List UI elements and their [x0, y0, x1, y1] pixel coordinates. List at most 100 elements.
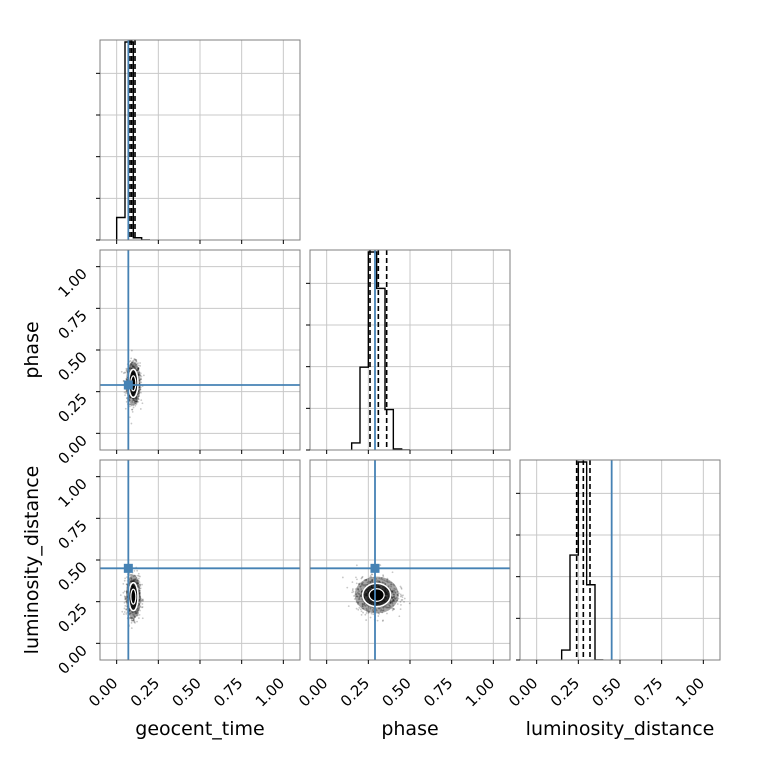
scatter-point: [367, 611, 370, 614]
scatter-point: [134, 621, 136, 624]
scatter-point: [138, 603, 140, 606]
scatter-point: [378, 581, 381, 583]
scatter-point: [136, 614, 139, 617]
scatter-point: [137, 612, 140, 614]
scatter-point: [140, 381, 143, 384]
x-tick-label-phase-2: 0.50: [378, 674, 414, 710]
scatter-point: [125, 368, 128, 371]
scatter-point: [396, 590, 399, 593]
scatter-point: [137, 373, 140, 376]
scatter-point: [382, 619, 384, 622]
scatter-point: [134, 400, 137, 403]
scatter-point: [391, 589, 394, 592]
scatter-point: [136, 580, 139, 582]
scatter-point: [382, 606, 385, 609]
scatter-point: [119, 594, 122, 596]
scatter-point: [136, 369, 139, 372]
scatter-point: [133, 579, 136, 582]
scatter-point: [133, 569, 136, 572]
scatter-point: [139, 595, 142, 598]
scatter-point: [133, 574, 136, 577]
scatter-point: [389, 601, 392, 604]
scatter-point: [396, 599, 398, 602]
scatter-point: [369, 580, 372, 583]
scatter-point: [138, 598, 141, 601]
x-tick-label-geocent_time-1: 0.25: [127, 674, 163, 710]
scatter-point: [133, 397, 135, 400]
scatter-point: [391, 596, 394, 599]
y-tick-label-luminosity_distance-0: 0.00: [54, 641, 90, 677]
x-tick-label-phase-4: 1.00: [462, 674, 498, 710]
scatter-point: [392, 583, 395, 586]
scatter-point: [123, 601, 126, 604]
scatter-point: [389, 602, 392, 605]
x-tick-label-phase-1: 0.25: [337, 674, 373, 710]
scatter-point: [130, 573, 132, 576]
x-tick-label-geocent_time-4: 1.00: [252, 674, 288, 710]
scatter-point: [371, 578, 374, 581]
scatter-point: [135, 609, 138, 612]
scatter-point: [124, 597, 127, 600]
scatter-point: [391, 607, 394, 610]
scatter-point: [129, 580, 132, 583]
scatter-point: [355, 593, 358, 595]
scatter-point: [133, 357, 136, 360]
scatter-point: [135, 361, 138, 363]
scatter-point: [130, 621, 133, 624]
scatter-point: [392, 593, 395, 595]
scatter-point: [139, 591, 141, 594]
scatter-point: [369, 581, 372, 584]
scatter-point: [136, 569, 139, 572]
scatter-point: [370, 612, 373, 615]
scatter-point: [358, 593, 361, 595]
scatter-point: [394, 597, 397, 600]
scatter-point: [139, 585, 142, 587]
scatter-point: [392, 598, 395, 601]
y-tick-label-phase-1: 0.25: [54, 390, 90, 426]
scatter-point: [129, 364, 132, 367]
scatter-point: [364, 583, 367, 586]
scatter-point: [369, 581, 372, 584]
scatter-point: [138, 595, 141, 597]
scatter-point: [130, 617, 133, 620]
scatter-point: [124, 577, 127, 580]
scatter-point: [355, 601, 358, 604]
scatter-point: [131, 619, 134, 622]
scatter-point: [130, 404, 133, 407]
scatter-point: [390, 585, 393, 588]
scatter-point: [131, 364, 134, 367]
scatter-point: [386, 606, 389, 609]
x-tick-label-luminosity_distance-0: 0.00: [505, 674, 541, 710]
scatter-point: [360, 594, 363, 597]
scatter-point: [392, 599, 394, 602]
scatter-point: [361, 583, 364, 586]
scatter-point: [380, 608, 382, 610]
scatter-point: [378, 607, 380, 610]
scatter-point: [128, 405, 131, 408]
scatter-point: [347, 605, 350, 607]
scatter-point: [137, 393, 140, 396]
scatter-point: [133, 621, 136, 624]
scatter-point: [136, 369, 139, 372]
scatter-point: [136, 582, 139, 585]
scatter-point: [377, 607, 380, 609]
scatter-point: [364, 613, 367, 616]
scatter-point: [132, 580, 134, 582]
scatter-point: [361, 575, 364, 578]
scatter-point: [138, 599, 141, 602]
scatter-point: [133, 398, 135, 401]
scatter-point: [366, 581, 369, 584]
scatter-point: [353, 598, 356, 600]
scatter-point: [386, 580, 389, 583]
scatter-point: [356, 578, 358, 581]
scatter-point: [357, 592, 360, 595]
scatter-point: [399, 608, 402, 611]
scatter-point: [120, 370, 123, 373]
scatter-point: [125, 613, 128, 615]
scatter-point: [137, 372, 140, 374]
scatter-point: [134, 611, 137, 614]
scatter-point: [124, 371, 127, 374]
scatter-point: [392, 604, 395, 607]
scatter-point: [389, 601, 392, 604]
scatter-point: [388, 581, 391, 583]
